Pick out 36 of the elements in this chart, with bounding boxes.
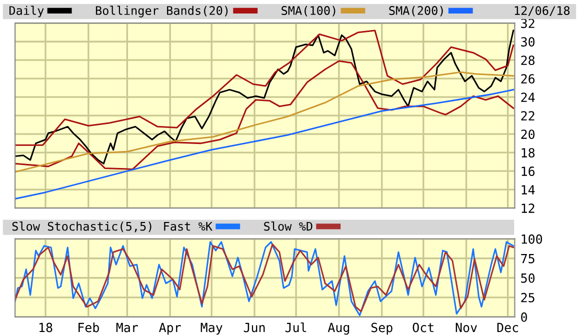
y-tick-label: 12 (522, 204, 534, 213)
legend-label: Daily (9, 6, 44, 18)
x-tick-label: Feb (78, 322, 99, 332)
x-tick-label: Apr (159, 322, 181, 335)
legend-label: SMA(200) (389, 6, 443, 16)
y-tick-label: 0 (521, 312, 527, 322)
x-tick-label: Oct (412, 322, 434, 332)
x-tick-label: Dec (497, 322, 518, 332)
x-tick-label: Mar (116, 322, 138, 332)
y-tick-label: 16 (522, 166, 535, 176)
x-tick-label: 18 (39, 322, 52, 332)
y-tick-label: 18 (522, 148, 535, 158)
legend-label: Fast %K (164, 222, 212, 231)
chart-title: Slow Stochastic(5,5) (12, 222, 152, 232)
x-tick-label: Aug (328, 322, 350, 335)
legend-label: Slow %D (264, 222, 312, 231)
line-series (15, 88, 514, 200)
x-tick-label: May (200, 322, 222, 335)
y-tick-label: 20 (521, 130, 535, 140)
y-tick-label: 30 (521, 37, 535, 47)
y-tick-label: 50 (521, 273, 535, 283)
x-tick-label: Jul (285, 322, 306, 332)
y-tick-label: 100 (522, 234, 542, 244)
y-tick-label: 22 (521, 111, 534, 120)
y-tick-label: 28 (521, 56, 535, 66)
x-tick-label: Jun (244, 322, 265, 332)
y-tick-label: 25 (521, 292, 534, 302)
y-tick-label: 75 (521, 254, 534, 264)
legend-label: Bollinger Bands(20) (96, 6, 228, 18)
x-tick-label: Nov (456, 322, 477, 332)
y-tick-label: 14 (522, 185, 535, 194)
legend-label: SMA(100) (282, 6, 336, 16)
y-tick-label: 24 (521, 92, 535, 102)
y-tick-label: 26 (521, 74, 535, 84)
text: 12/06/18 (514, 6, 570, 16)
x-tick-label: Sep (371, 322, 392, 335)
